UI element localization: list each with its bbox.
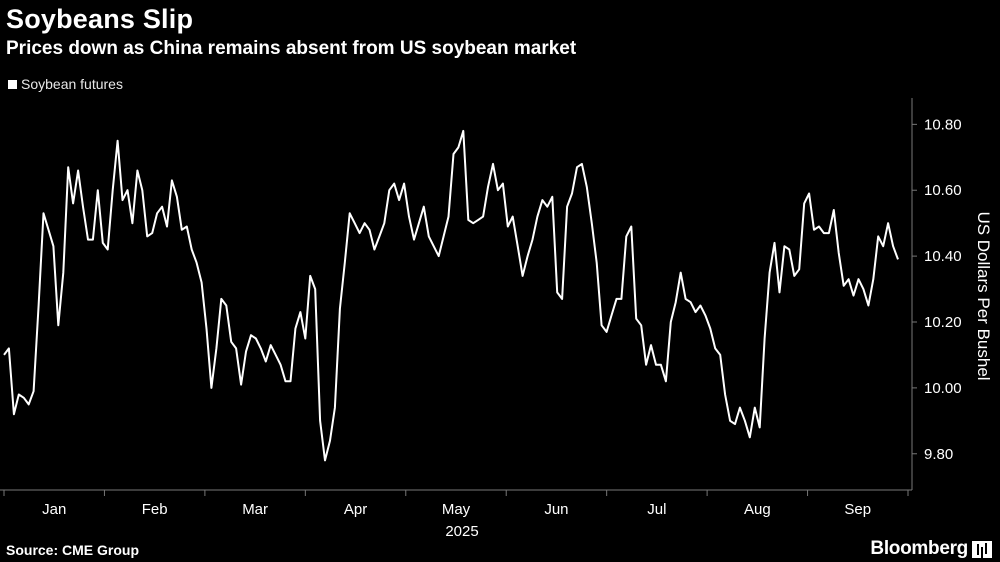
x-axis-year-label: 2025 <box>445 523 478 540</box>
plot-area: 9.80 10.00 10.20 10.40 10.60 10.80 Jan Feb Mar Ap… <box>0 98 962 518</box>
x-tick-label: Aug <box>744 501 771 518</box>
x-tick-label: Jan <box>42 501 66 518</box>
y-axis-label: US Dollars Per Bushel <box>974 211 993 380</box>
legend-label: Soybean futures <box>21 76 123 92</box>
x-tick-label: Jun <box>544 501 568 518</box>
series-line-0 <box>3 129 899 462</box>
legend-swatch <box>8 79 17 89</box>
bloomberg-bars-icon <box>972 540 992 558</box>
x-tick-label: May <box>442 501 471 518</box>
x-tick-label: Jul <box>647 501 666 518</box>
source-note: Source: CME Group <box>6 542 140 558</box>
brand-name: Bloomberg <box>870 538 968 559</box>
y-tick-label: 10.20 <box>924 314 962 331</box>
chart-subtitle: Prices down as China remains absent from… <box>6 38 577 59</box>
x-tick-label: Apr <box>344 501 367 518</box>
legend: Soybean futures <box>8 76 123 92</box>
y-tick-label: 10.60 <box>924 182 962 199</box>
y-tick-label: 10.40 <box>924 248 962 265</box>
y-tick-label: 9.80 <box>924 446 953 463</box>
x-tick-label: Sep <box>844 501 871 518</box>
y-tick-label: 10.00 <box>924 380 962 397</box>
chart-title: Soybeans Slip <box>6 4 194 34</box>
y-tick-label: 10.80 <box>924 116 962 133</box>
x-tick-label: Feb <box>142 501 168 518</box>
x-tick-label: Mar <box>242 501 268 518</box>
brand-logo: Bloomberg <box>870 538 992 560</box>
